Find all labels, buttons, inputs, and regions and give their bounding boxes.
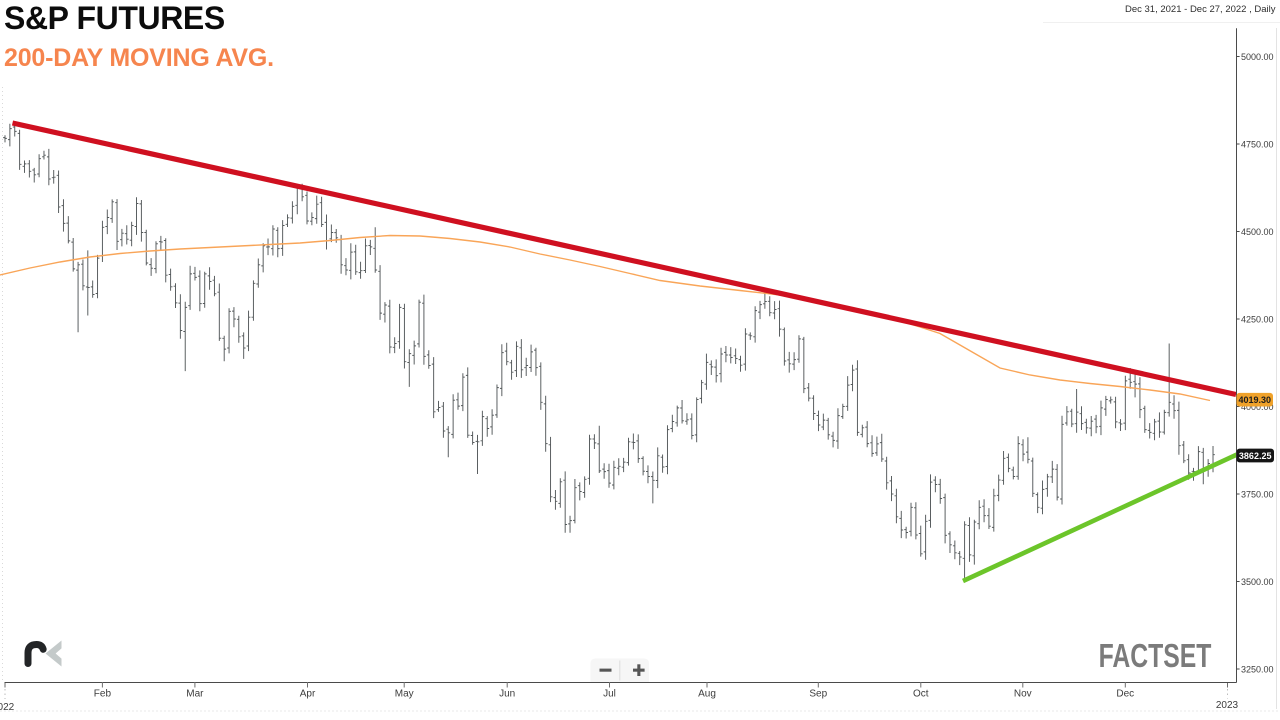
svg-text:Dec: Dec <box>1116 689 1134 700</box>
svg-text:2023: 2023 <box>1216 700 1239 711</box>
svg-text:Sep: Sep <box>809 689 827 700</box>
svg-text:Mar: Mar <box>186 689 204 700</box>
svg-text:May: May <box>395 689 414 700</box>
svg-text:Apr: Apr <box>300 689 316 700</box>
svg-text:Oct: Oct <box>913 689 929 700</box>
svg-text:4250.00: 4250.00 <box>1241 314 1274 324</box>
svg-text:Jun: Jun <box>499 689 515 700</box>
svg-text:2022: 2022 <box>0 702 15 713</box>
svg-text:4750.00: 4750.00 <box>1241 139 1274 149</box>
svg-text:3250.00: 3250.00 <box>1241 664 1274 674</box>
svg-text:5000.00: 5000.00 <box>1241 52 1274 62</box>
svg-text:4000.00: 4000.00 <box>1241 402 1274 412</box>
svg-text:3750.00: 3750.00 <box>1241 489 1274 499</box>
svg-text:3500.00: 3500.00 <box>1241 577 1274 587</box>
svg-text:4500.00: 4500.00 <box>1241 227 1274 237</box>
svg-text:Feb: Feb <box>94 689 112 700</box>
svg-text:4019.30: 4019.30 <box>1239 395 1272 405</box>
svg-text:Nov: Nov <box>1014 689 1032 700</box>
svg-text:3862.25: 3862.25 <box>1239 451 1272 461</box>
svg-text:Jul: Jul <box>603 689 616 700</box>
svg-text:Aug: Aug <box>698 689 716 700</box>
